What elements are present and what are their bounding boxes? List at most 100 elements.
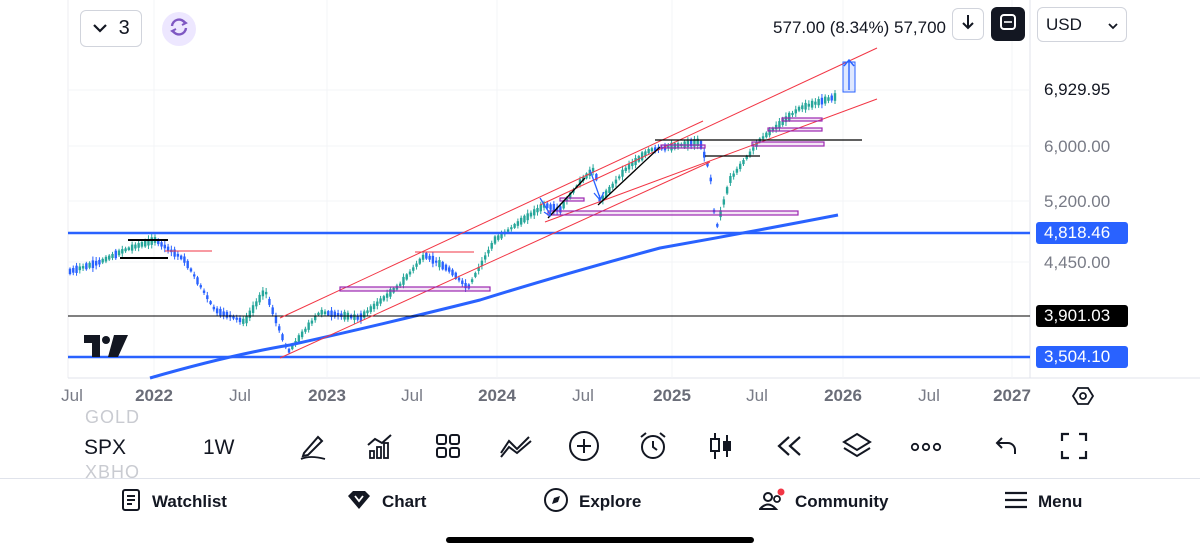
hamburger-menu-icon [1004,490,1028,515]
candle-body [618,176,621,179]
plus-circle-icon [568,430,600,467]
nav-menu[interactable]: Menu [1004,488,1082,516]
candle-body [372,303,376,310]
currency-select[interactable]: USD [1037,7,1127,42]
indicators-button[interactable] [360,430,400,466]
channel-line-lower-2 [544,98,878,223]
candle-body [810,100,814,108]
candle-body [78,266,82,271]
nav-chart[interactable]: Chart [346,488,426,516]
candle-body [709,177,712,182]
candle-body [461,280,464,285]
candle-body [611,183,614,188]
home-indicator [446,537,754,543]
candle-body [405,274,408,280]
price-chart[interactable] [0,0,1200,415]
candle-body [255,301,258,307]
candle-body [791,112,794,116]
candle-body [291,344,294,350]
candle-body [823,96,827,104]
candle-body [428,255,431,260]
candle-body [215,308,219,314]
bottom-navigation: Watchlist Chart Explore Community Menu [0,480,1200,525]
candle-body [398,283,402,286]
candle-body [68,268,72,275]
sync-button[interactable] [162,12,196,46]
add-symbol-button[interactable] [564,430,604,466]
time-axis-label: 2024 [478,386,516,405]
price-tag-horizontal-line[interactable]: 4,818.46 [1036,222,1128,244]
highlight-rectangle [751,141,825,147]
candle-body [487,249,490,254]
sync-icon [168,16,190,43]
compare-button[interactable] [496,430,536,466]
replay-button[interactable] [769,430,809,466]
candle-body [166,246,170,251]
candle-body [117,250,121,256]
candle-body [568,192,572,199]
candle-body [385,293,389,298]
candle-body [562,201,565,209]
candle-body [653,147,657,151]
measure-arrow-up [843,58,855,90]
candle-body [774,124,778,130]
drawing-tool-button[interactable] [293,430,333,466]
candle-body [451,269,454,276]
candle-body [801,105,804,110]
drawing-toolbar: GOLD SPX XBHO 1W [0,407,1200,482]
chart-settings-button[interactable] [1068,384,1098,412]
time-axis-label: 2027 [993,386,1031,405]
candle-body [124,248,127,252]
candle-body [271,307,274,315]
candle-body [274,315,278,324]
candle-body [497,235,500,240]
interval-select[interactable]: 3 [80,10,142,47]
nav-community[interactable]: Community [757,488,889,516]
nav-watchlist[interactable]: Watchlist [120,488,227,516]
symbol-selector[interactable]: SPX [84,436,127,459]
timeframe-selector[interactable]: 1W [203,436,235,459]
candle-body [235,317,238,320]
fullscreen-button[interactable] [1054,430,1094,466]
time-axis[interactable]: Jul 2022 Jul 2023 Jul 2024 Jul 2025 Jul … [0,386,1031,410]
chart-type-button[interactable] [701,430,741,466]
candle-body [627,164,631,170]
candle-body [578,179,582,185]
layouts-button[interactable] [428,430,468,466]
candle-body [640,152,644,161]
scroll-down-button[interactable] [952,8,984,40]
price-label-last: 6,929.95 [1044,80,1111,99]
candle-body [752,147,755,151]
alert-button[interactable] [633,430,673,466]
object-tree-button[interactable] [837,430,877,466]
candle-body [431,255,435,264]
candle-body [833,93,837,101]
nav-explore[interactable]: Explore [543,487,641,516]
candle-body [434,260,438,263]
candle-body [510,227,513,230]
chart-area[interactable]: 3 577.00 (8.34%) 57,700 USD 6,929.95 6,0… [0,0,1200,415]
candle-body [441,261,444,270]
candle-body [137,243,140,248]
candle-body [98,259,101,265]
chevron-down-icon [1108,15,1118,35]
candle-body [444,264,448,271]
price-tag-horizontal-line[interactable]: 3,504.10 [1036,346,1128,368]
indicators-icon [365,431,395,466]
candle-body [667,145,670,149]
candle-body [160,242,163,247]
candle-body [729,176,732,183]
undo-button[interactable] [986,430,1026,466]
highlight-rectangle [660,144,706,149]
candle-body [778,121,781,128]
candle-body [104,256,108,262]
fullscreen-box-button[interactable] [991,7,1025,41]
nav-menu-label: Menu [1038,492,1083,511]
price-tag-horizontal-line[interactable]: 3,901.03 [1036,305,1128,327]
candle-body [242,318,245,324]
candle-body [209,301,212,305]
more-button[interactable] [906,430,946,466]
candle-body [820,97,824,105]
candle-body [634,158,637,166]
highlight-rectangle [339,286,491,292]
